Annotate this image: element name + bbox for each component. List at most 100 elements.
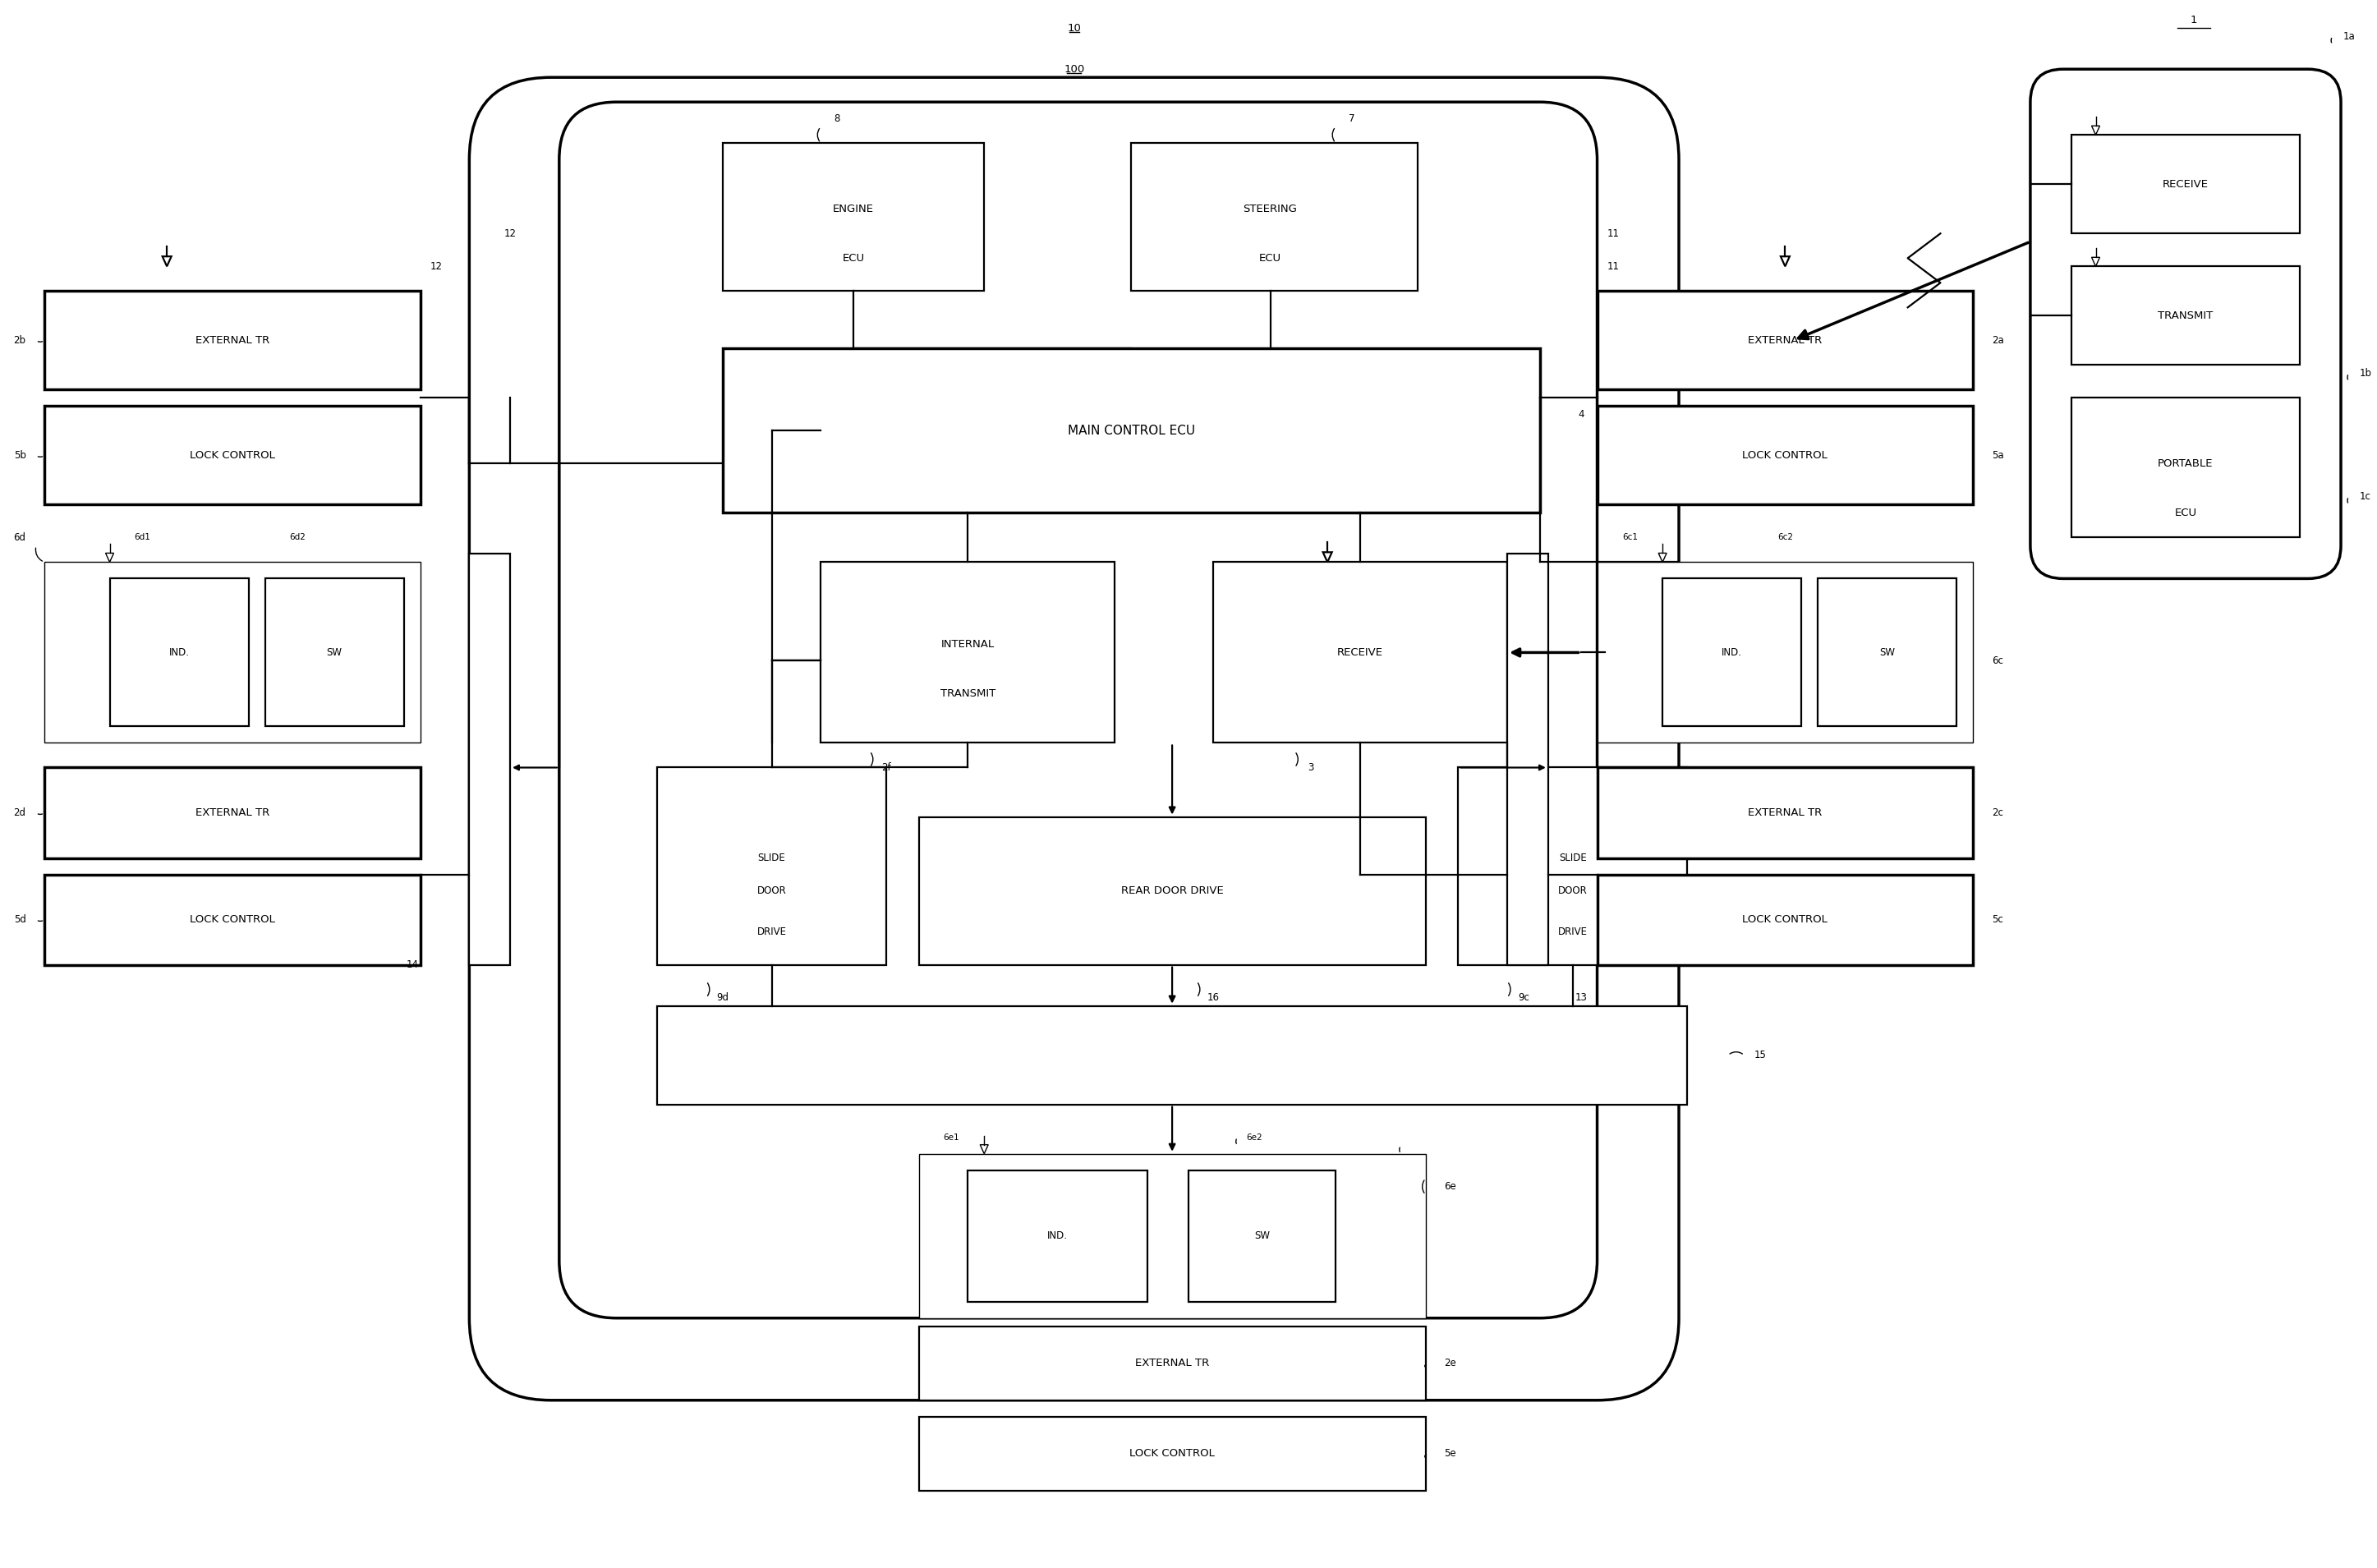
- Text: 10: 10: [1067, 22, 1082, 33]
- Text: 5d: 5d: [14, 914, 26, 925]
- Text: LOCK CONTROL: LOCK CONTROL: [190, 914, 276, 925]
- Text: 6d2: 6d2: [290, 533, 307, 541]
- Text: 6c1: 6c1: [1621, 533, 1638, 541]
- Text: 6e2: 6e2: [1246, 1134, 1262, 1142]
- Text: DRIVE: DRIVE: [756, 927, 787, 938]
- FancyBboxPatch shape: [1457, 768, 1688, 964]
- Text: 1c: 1c: [2360, 491, 2372, 502]
- Text: MAIN CONTROL ECU: MAIN CONTROL ECU: [1067, 425, 1196, 437]
- Text: IND.: IND.: [1048, 1231, 1067, 1242]
- FancyBboxPatch shape: [45, 292, 421, 389]
- Text: 16: 16: [1208, 993, 1219, 1004]
- FancyBboxPatch shape: [920, 1327, 1426, 1400]
- Text: TRANSMIT: TRANSMIT: [2158, 310, 2213, 321]
- Text: 7: 7: [1348, 113, 1355, 124]
- Text: EXTERNAL TR: EXTERNAL TR: [1136, 1358, 1210, 1369]
- FancyBboxPatch shape: [1597, 406, 1973, 505]
- Text: TRANSMIT: TRANSMIT: [941, 688, 996, 699]
- Text: 11: 11: [1607, 260, 1619, 271]
- Text: 5e: 5e: [1445, 1449, 1457, 1458]
- FancyBboxPatch shape: [45, 563, 421, 743]
- Text: 2f: 2f: [882, 762, 891, 773]
- Text: REAR DOOR DRIVE: REAR DOOR DRIVE: [1122, 886, 1224, 897]
- Text: LOCK CONTROL: LOCK CONTROL: [190, 450, 276, 461]
- Text: SW: SW: [326, 648, 342, 659]
- FancyBboxPatch shape: [1131, 143, 1417, 292]
- FancyBboxPatch shape: [967, 1170, 1148, 1301]
- Text: EXTERNAL TR: EXTERNAL TR: [195, 336, 269, 345]
- FancyBboxPatch shape: [1507, 554, 1547, 964]
- Text: 1a: 1a: [2344, 31, 2356, 42]
- FancyBboxPatch shape: [264, 579, 404, 726]
- Text: DOOR: DOOR: [756, 886, 787, 897]
- Text: LOCK CONTROL: LOCK CONTROL: [1129, 1449, 1215, 1458]
- Text: 5c: 5c: [1992, 914, 2004, 925]
- Text: 15: 15: [1754, 1051, 1766, 1060]
- Text: ECU: ECU: [1260, 252, 1281, 263]
- FancyBboxPatch shape: [2030, 69, 2341, 579]
- Text: 1b: 1b: [2360, 368, 2372, 378]
- FancyBboxPatch shape: [559, 102, 1597, 1319]
- FancyBboxPatch shape: [920, 817, 1426, 964]
- FancyBboxPatch shape: [658, 768, 887, 964]
- Text: 2c: 2c: [1992, 808, 2004, 818]
- Text: 6e: 6e: [1443, 1181, 1457, 1192]
- FancyBboxPatch shape: [723, 143, 984, 292]
- FancyBboxPatch shape: [658, 1005, 1688, 1104]
- FancyBboxPatch shape: [1597, 768, 1973, 858]
- Text: 5a: 5a: [1992, 450, 2004, 461]
- Text: DRIVE: DRIVE: [1557, 927, 1588, 938]
- Text: 2b: 2b: [14, 336, 26, 345]
- FancyBboxPatch shape: [1597, 875, 1973, 964]
- Text: RECEIVE: RECEIVE: [2163, 179, 2208, 190]
- FancyBboxPatch shape: [920, 1416, 1426, 1491]
- Text: 100: 100: [1065, 64, 1084, 75]
- Text: 11: 11: [1607, 229, 1619, 238]
- Text: SW: SW: [1880, 648, 1894, 659]
- FancyBboxPatch shape: [1212, 563, 1507, 743]
- Text: ECU: ECU: [2175, 508, 2196, 517]
- Text: 9c: 9c: [1519, 993, 1528, 1004]
- Text: SLIDE: SLIDE: [758, 853, 784, 864]
- FancyBboxPatch shape: [45, 768, 421, 858]
- Text: 6c2: 6c2: [1778, 533, 1792, 541]
- Text: EXTERNAL TR: EXTERNAL TR: [195, 808, 269, 818]
- Text: 13: 13: [1574, 993, 1588, 1004]
- Text: 8: 8: [834, 113, 839, 124]
- Text: 2d: 2d: [14, 808, 26, 818]
- Text: 1: 1: [2189, 14, 2196, 25]
- Text: ECU: ECU: [841, 252, 865, 263]
- Text: STEERING: STEERING: [1243, 204, 1298, 215]
- Text: 4: 4: [1578, 409, 1583, 420]
- Text: 14: 14: [406, 960, 418, 971]
- FancyBboxPatch shape: [723, 348, 1540, 513]
- Text: 6c: 6c: [1992, 655, 2004, 666]
- Text: LOCK CONTROL: LOCK CONTROL: [1742, 914, 1828, 925]
- Text: 9d: 9d: [715, 993, 730, 1004]
- FancyBboxPatch shape: [45, 875, 421, 964]
- FancyBboxPatch shape: [1597, 563, 1973, 743]
- FancyBboxPatch shape: [468, 554, 511, 964]
- Text: ENGINE: ENGINE: [832, 204, 875, 215]
- Text: 5b: 5b: [14, 450, 26, 461]
- Text: 12: 12: [430, 260, 442, 271]
- FancyBboxPatch shape: [920, 1154, 1426, 1319]
- Text: PORTABLE: PORTABLE: [2158, 458, 2213, 469]
- Text: SLIDE: SLIDE: [1559, 853, 1585, 864]
- FancyBboxPatch shape: [2070, 135, 2301, 234]
- FancyBboxPatch shape: [1597, 292, 1973, 389]
- Text: 2a: 2a: [1992, 336, 2004, 345]
- FancyBboxPatch shape: [109, 579, 250, 726]
- Text: 2e: 2e: [1443, 1358, 1457, 1369]
- Text: 12: 12: [504, 229, 516, 238]
- Text: EXTERNAL TR: EXTERNAL TR: [1747, 336, 1823, 345]
- Text: 6e1: 6e1: [944, 1134, 960, 1142]
- FancyBboxPatch shape: [2070, 398, 2301, 538]
- FancyBboxPatch shape: [1818, 579, 1956, 726]
- Text: 6d1: 6d1: [133, 533, 150, 541]
- Text: DOOR: DOOR: [1557, 886, 1588, 897]
- Text: 6d: 6d: [14, 532, 26, 543]
- Text: LOCK CONTROL: LOCK CONTROL: [1742, 450, 1828, 461]
- Text: IND.: IND.: [1721, 648, 1742, 659]
- Text: EXTERNAL TR: EXTERNAL TR: [1747, 808, 1823, 818]
